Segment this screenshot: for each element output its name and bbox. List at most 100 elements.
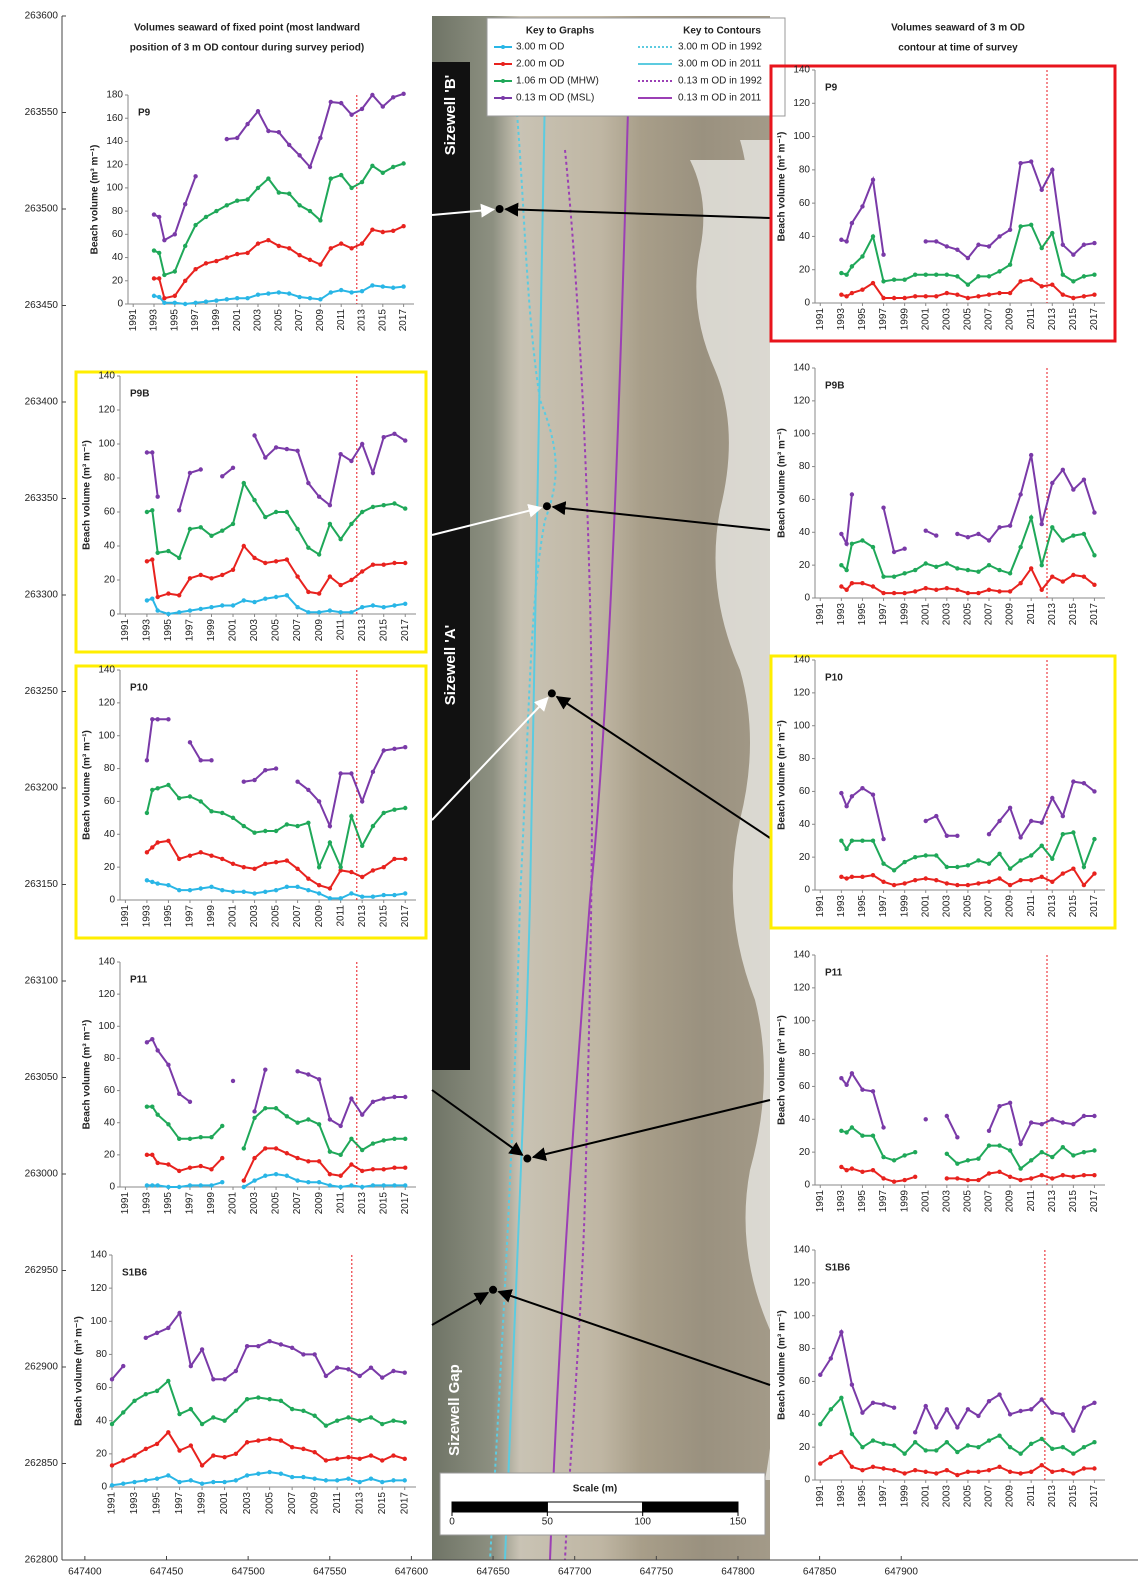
data-point bbox=[986, 274, 992, 279]
x-tick-label: 2013 bbox=[1047, 895, 1058, 918]
data-point bbox=[349, 577, 354, 583]
x-tick-label: 2017 bbox=[1089, 603, 1100, 626]
data-point bbox=[1050, 480, 1055, 486]
data-point bbox=[297, 253, 302, 258]
data-point bbox=[1007, 1469, 1013, 1474]
y-tick-label: 140 bbox=[793, 363, 810, 374]
data-point bbox=[849, 264, 855, 269]
key-box bbox=[486, 17, 786, 117]
data-point bbox=[955, 274, 960, 279]
data-point bbox=[1007, 1412, 1013, 1417]
data-point bbox=[1039, 1149, 1044, 1155]
data-point bbox=[267, 1338, 272, 1344]
data-point bbox=[849, 492, 855, 497]
data-point bbox=[312, 1476, 317, 1481]
data-point bbox=[976, 569, 981, 574]
data-point bbox=[1071, 830, 1076, 835]
data-point bbox=[370, 227, 375, 232]
data-point bbox=[327, 574, 333, 579]
data-point bbox=[401, 284, 406, 289]
data-point bbox=[199, 1421, 205, 1427]
x-tick-label: 1995 bbox=[857, 1485, 868, 1508]
data-point bbox=[252, 555, 257, 561]
data-point bbox=[849, 874, 855, 880]
data-point bbox=[316, 1159, 322, 1164]
data-point bbox=[316, 494, 322, 499]
x-tick-label: 1993 bbox=[836, 895, 847, 918]
y-axis-label: Beach volume (m³ m⁻¹) bbox=[777, 1015, 788, 1125]
data-point bbox=[220, 856, 225, 862]
y-tick-label: 60 bbox=[799, 786, 811, 797]
data-point bbox=[338, 537, 343, 542]
data-point bbox=[222, 1454, 227, 1460]
y-tick-label: 160 bbox=[106, 113, 123, 124]
y-tick-label: 120 bbox=[98, 989, 115, 1000]
data-point bbox=[177, 1479, 182, 1485]
site-label: Sizewell 'A' bbox=[442, 625, 459, 706]
data-point bbox=[923, 239, 928, 244]
data-point bbox=[923, 853, 928, 858]
data-point bbox=[230, 889, 236, 894]
data-point bbox=[1092, 1400, 1097, 1405]
data-point bbox=[370, 603, 376, 608]
data-point bbox=[284, 557, 290, 562]
data-point bbox=[132, 1398, 137, 1404]
x-tick-label: 2001 bbox=[920, 308, 931, 331]
data-point bbox=[244, 1440, 250, 1445]
data-point bbox=[955, 292, 960, 297]
x-tick-label: 2015 bbox=[377, 1492, 388, 1515]
data-point bbox=[318, 218, 323, 223]
data-point bbox=[244, 1473, 250, 1478]
data-point bbox=[359, 1184, 365, 1190]
data-point bbox=[284, 884, 290, 890]
data-point bbox=[144, 758, 150, 763]
data-point bbox=[359, 569, 365, 574]
map-x-tick-label: 647800 bbox=[721, 1567, 755, 1578]
data-point bbox=[143, 1478, 148, 1483]
data-point bbox=[849, 541, 855, 546]
data-point bbox=[986, 1128, 992, 1133]
data-point bbox=[370, 769, 376, 775]
data-point bbox=[986, 562, 992, 568]
data-point bbox=[359, 843, 365, 848]
data-point bbox=[997, 1464, 1002, 1470]
y-tick-label: 0 bbox=[109, 609, 115, 620]
data-point bbox=[860, 1410, 865, 1415]
data-point bbox=[1018, 161, 1023, 166]
data-point bbox=[923, 528, 928, 533]
data-point bbox=[306, 589, 311, 595]
y-tick-label: 120 bbox=[793, 98, 810, 109]
data-point bbox=[870, 792, 876, 797]
x-tick-label: 1993 bbox=[129, 1492, 140, 1515]
data-point bbox=[403, 1136, 408, 1141]
data-point bbox=[923, 1448, 928, 1453]
data-point bbox=[370, 1183, 376, 1188]
y-tick-label: 0 bbox=[109, 895, 115, 906]
data-point bbox=[177, 856, 182, 862]
data-point bbox=[252, 777, 257, 783]
data-point bbox=[359, 441, 365, 447]
data-point bbox=[1081, 531, 1087, 537]
data-point bbox=[381, 605, 386, 610]
data-point bbox=[902, 295, 907, 301]
data-point bbox=[328, 246, 333, 251]
map-y-tick-label: 263000 bbox=[25, 1169, 59, 1180]
data-point bbox=[266, 237, 271, 243]
data-point bbox=[150, 1152, 155, 1158]
x-tick-label: 1999 bbox=[206, 905, 217, 928]
data-point bbox=[155, 594, 160, 600]
map-x-tick-label: 647600 bbox=[395, 1567, 429, 1578]
x-tick-label: 1997 bbox=[878, 1190, 889, 1213]
data-point bbox=[150, 1036, 155, 1042]
data-point bbox=[339, 241, 344, 246]
data-point bbox=[235, 135, 240, 141]
data-point bbox=[203, 214, 209, 220]
data-point bbox=[1050, 856, 1055, 861]
data-point bbox=[209, 758, 214, 763]
data-point bbox=[1007, 227, 1013, 232]
y-tick-label: 140 bbox=[90, 1250, 107, 1261]
x-tick-label: 2003 bbox=[941, 603, 952, 626]
y-tick-label: 60 bbox=[104, 507, 116, 518]
x-tick-label: 1993 bbox=[142, 905, 153, 928]
data-point bbox=[849, 220, 855, 226]
